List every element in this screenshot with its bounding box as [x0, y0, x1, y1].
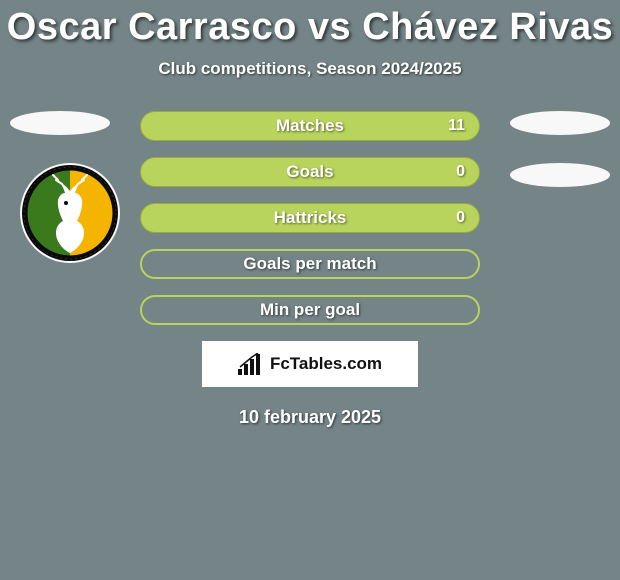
club-badge-left: [20, 163, 120, 263]
brand-text: FcTables.com: [270, 354, 382, 374]
player-left-placeholder-1: [10, 111, 110, 135]
stat-bar-hattricks: Hattricks 0: [140, 203, 480, 233]
page-subtitle: Club competitions, Season 2024/2025: [0, 59, 620, 79]
fctables-logo-icon: [238, 353, 264, 375]
stat-value: 0: [456, 163, 465, 181]
stat-value: 11: [448, 117, 465, 135]
stat-label: Matches: [276, 116, 344, 136]
infographic-date: 10 february 2025: [0, 407, 620, 428]
stat-bar-min-per-goal: Min per goal: [140, 295, 480, 325]
brand-box: FcTables.com: [202, 341, 418, 387]
page-title: Oscar Carrasco vs Chávez Rivas: [0, 0, 620, 49]
venados-badge-icon: [20, 163, 120, 263]
comparison-content: Matches 11 Goals 0 Hattricks 0 Goals per…: [0, 111, 620, 428]
player-right-placeholder-1: [510, 111, 610, 135]
stat-bar-goals: Goals 0: [140, 157, 480, 187]
stat-label: Goals per match: [243, 254, 376, 274]
stat-bar-goals-per-match: Goals per match: [140, 249, 480, 279]
stats-bars: Matches 11 Goals 0 Hattricks 0 Goals per…: [140, 111, 480, 325]
stat-label: Goals: [286, 162, 333, 182]
stat-label: Min per goal: [260, 300, 360, 320]
stat-value: 0: [456, 209, 465, 227]
stat-bar-matches: Matches 11: [140, 111, 480, 141]
player-right-placeholder-2: [510, 163, 610, 187]
stat-label: Hattricks: [274, 208, 347, 228]
